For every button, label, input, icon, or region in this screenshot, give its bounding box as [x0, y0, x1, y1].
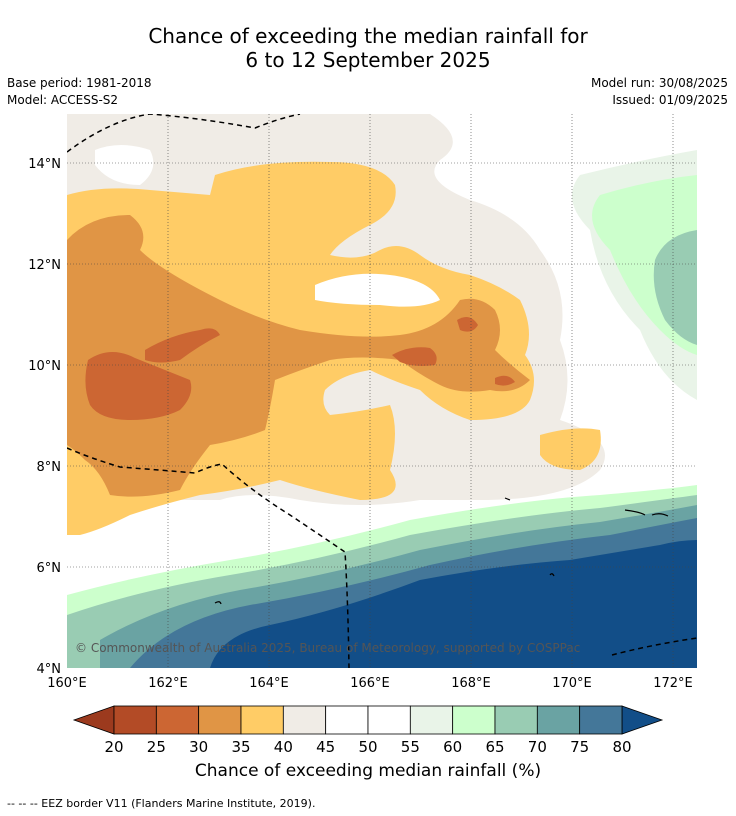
zone-25-30-c	[392, 347, 437, 366]
zone-25-30-d	[457, 316, 478, 332]
lon-tick: 166°E	[350, 676, 390, 691]
graticule	[67, 114, 697, 668]
lat-tick: 14°N	[28, 157, 61, 172]
map-title-line1: Chance of exceeding the median rainfall …	[148, 24, 588, 48]
zone-35-40-east	[540, 428, 601, 470]
colorbar-swatch	[452, 705, 496, 735]
footer-note: -- -- -- EEZ border V11 (Flanders Marine…	[7, 797, 316, 810]
zone-30-35	[67, 215, 530, 497]
lon-tick: 164°E	[249, 676, 289, 691]
map-field: © Commonwealth of Australia 2025, Bureau…	[67, 114, 697, 668]
lat-tick: 6°N	[37, 561, 62, 576]
model-name: Model: ACCESS-S2	[7, 93, 119, 107]
base-period: Base period: 1981-2018	[7, 76, 152, 90]
colorbar-label: 35	[231, 738, 250, 756]
colorbar-swatch	[198, 705, 242, 735]
lat-ticks: 14°N 12°N 10°N 8°N 6°N 4°N	[28, 157, 61, 677]
colorbar-swatch	[409, 705, 454, 735]
colorbar-swatch	[113, 705, 157, 735]
zone-over-80-south	[210, 540, 697, 668]
zone-25-30-e	[495, 375, 515, 386]
zone-white-patch	[315, 273, 440, 307]
colorbar-under-arrow	[72, 705, 115, 735]
colorbar-label: 75	[570, 738, 589, 756]
lon-tick: 172°E	[653, 676, 693, 691]
colorbar-swatch	[494, 705, 538, 735]
zone-25-30	[85, 351, 192, 420]
zone-25-30-b	[145, 328, 220, 363]
eez-border	[67, 114, 697, 668]
colorbar-title: Chance of exceeding median rainfall (%)	[194, 761, 542, 781]
colorbar-label: 40	[274, 738, 293, 756]
colorbar-over-arrow	[621, 705, 664, 735]
issued-date: Issued: 01/09/2025	[612, 93, 728, 107]
colorbar-swatch	[155, 705, 200, 735]
colorbar-label: 55	[401, 738, 420, 756]
lon-tick: 160°E	[47, 676, 87, 691]
colorbar-label: 70	[528, 738, 547, 756]
colorbar-label: 45	[316, 738, 335, 756]
lon-tick: 168°E	[451, 676, 491, 691]
map-title-line2: 6 to 12 September 2025	[245, 48, 491, 72]
model-run: Model run: 30/08/2025	[590, 76, 728, 90]
copyright-text: © Commonwealth of Australia 2025, Bureau…	[75, 641, 580, 655]
colorbar-swatch	[240, 705, 284, 735]
colorbar-label: 20	[104, 738, 123, 756]
lat-tick: 4°N	[37, 662, 62, 677]
lat-tick: 12°N	[28, 258, 61, 273]
islands	[214, 497, 669, 605]
colorbar-label: 25	[147, 738, 166, 756]
lon-ticks: 160°E 162°E 164°E 166°E 168°E 170°E 172°…	[47, 676, 693, 691]
colorbar-label: 80	[612, 738, 631, 756]
colorbar-label: 60	[443, 738, 462, 756]
colorbar: 20 25 30 35 40 45 50 55 60 65 70 75 80	[72, 705, 664, 756]
lon-tick: 162°E	[148, 676, 188, 691]
colorbar-swatch	[325, 705, 369, 735]
colorbar-label: 50	[358, 738, 377, 756]
colorbar-label: 65	[485, 738, 504, 756]
rainfall-map: © Commonwealth of Australia 2025, Bureau…	[28, 114, 697, 756]
colorbar-swatch	[536, 705, 581, 735]
colorbar-swatch	[579, 705, 623, 735]
zone-65-70	[653, 230, 697, 345]
lon-tick: 170°E	[552, 676, 592, 691]
colorbar-label: 30	[189, 738, 208, 756]
lat-tick: 8°N	[37, 460, 62, 475]
zone-white-patch-2	[95, 145, 154, 185]
colorbar-swatch	[367, 705, 411, 735]
colorbar-swatch	[282, 705, 327, 735]
lat-tick: 10°N	[28, 359, 61, 374]
